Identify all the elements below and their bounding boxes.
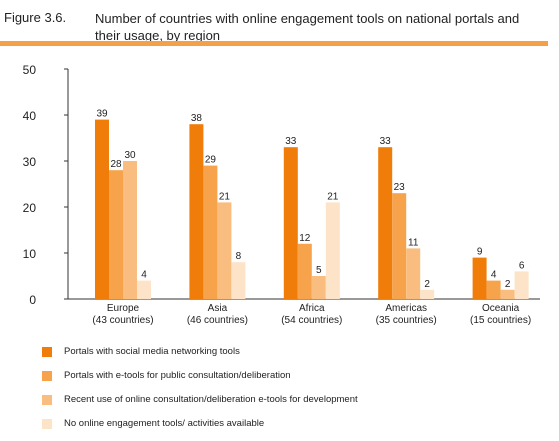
y-tick-label: 0 [29,293,36,307]
bar [203,165,218,299]
data-label: 4 [491,270,497,281]
category-label: Africa [299,303,325,314]
legend-label: Portals with social media networking too… [64,346,240,357]
data-label: 21 [219,191,231,202]
data-label: 5 [316,265,322,276]
category-label: Europe [107,303,140,314]
legend-label: Recent use of online consultation/delibe… [64,394,358,405]
header-rule [0,41,548,46]
legend-swatch [42,419,52,429]
bar [500,289,515,299]
bar [137,280,151,299]
data-label: 2 [505,279,511,290]
legend-swatch [42,371,52,381]
y-tick-label: 50 [23,63,37,77]
bar [486,280,501,299]
data-label: 33 [380,136,392,147]
data-label: 23 [394,182,406,193]
y-tick-label: 20 [23,201,37,215]
bar [109,170,123,299]
bar [217,202,232,299]
data-label: 2 [424,279,430,290]
data-label: 4 [141,270,147,281]
category-label: Americas [385,303,427,314]
y-tick-label: 30 [23,155,37,169]
legend-label: Portals with e-tools for public consulta… [64,370,291,381]
data-label: 39 [96,109,108,120]
legend-swatch [42,347,52,357]
data-label: 12 [299,233,311,244]
figure-title: Number of countries with online engageme… [95,11,520,43]
category-sublabel: (46 countries) [187,315,248,326]
data-label: 33 [285,136,297,147]
data-label: 28 [110,159,122,170]
bar [420,289,435,299]
data-label: 21 [327,191,339,202]
bar [311,276,326,299]
bar [406,248,421,299]
bar [123,161,137,299]
data-label: 8 [236,251,242,262]
bar [325,202,340,299]
data-label: 30 [124,150,136,161]
data-label: 29 [205,155,217,166]
legend-label: No online engagement tools/ activities a… [64,418,265,429]
data-label: 6 [519,260,525,271]
bar [297,243,312,299]
category-sublabel: (43 countries) [92,315,153,326]
bar [231,262,246,299]
bar [378,147,393,299]
bar [514,271,529,299]
bar [189,124,204,299]
y-tick-label: 10 [23,247,37,261]
category-sublabel: (35 countries) [376,315,437,326]
category-sublabel: (15 countries) [470,315,531,326]
bar [95,119,109,299]
bar [283,147,298,299]
data-label: 11 [408,237,419,248]
data-label: 38 [191,113,203,124]
figure-number: Figure 3.6. [4,10,67,25]
legend-swatch [42,395,52,405]
category-sublabel: (54 countries) [281,315,342,326]
figure-header: Figure 3.6. Number of countries with onl… [0,0,559,52]
category-label: Asia [208,303,228,314]
category-label: Oceania [482,303,520,314]
bar [392,193,407,299]
y-tick-label: 40 [23,109,37,123]
data-label: 9 [477,247,483,258]
bar [472,257,487,299]
